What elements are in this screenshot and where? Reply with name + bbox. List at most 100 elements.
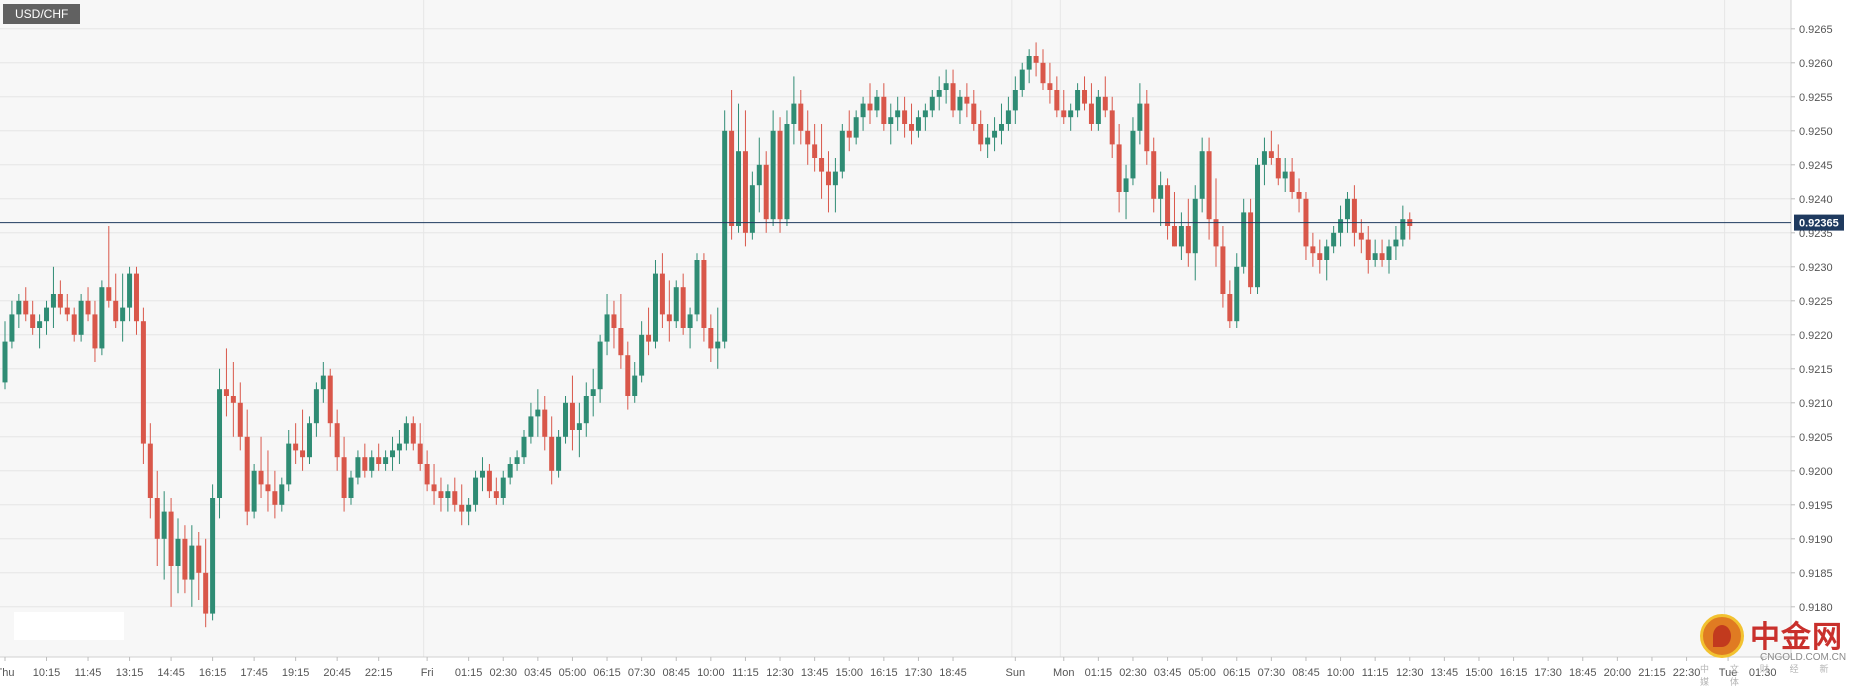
candle (1372, 239, 1378, 267)
candle-body (154, 498, 160, 539)
candle (1268, 130, 1274, 165)
x-tick-label: 13:45 (1431, 667, 1459, 679)
candle-body (749, 185, 755, 233)
candle-body (521, 436, 527, 458)
candle-body (1144, 103, 1150, 152)
candle (936, 76, 942, 111)
candle (1047, 62, 1053, 104)
symbol-label: USD/CHF (3, 4, 81, 24)
candle (1282, 158, 1288, 192)
candle (493, 477, 499, 505)
x-tick-label: 02:30 (1119, 667, 1147, 679)
x-tick-label: 02:30 (489, 667, 517, 679)
candle-body (514, 457, 520, 464)
candle (1095, 90, 1101, 131)
y-tick-label: 0.9215 (1799, 364, 1833, 376)
x-tick-label: 01:30 (1749, 667, 1777, 679)
candle-body (1296, 192, 1302, 199)
candle (708, 314, 714, 362)
candle-body (1054, 90, 1060, 111)
candle-body (334, 423, 340, 458)
x-tick-label: 07:30 (628, 667, 656, 679)
candle (666, 280, 672, 342)
candle (1040, 49, 1046, 90)
candle-body (701, 260, 707, 328)
candle (881, 83, 887, 131)
candle-body (542, 409, 548, 437)
candle (1365, 226, 1371, 274)
candle (701, 253, 707, 342)
candle-body (985, 137, 991, 145)
candle (320, 362, 326, 403)
candle-body (85, 300, 91, 315)
candle (922, 103, 928, 131)
candle (78, 294, 84, 342)
candle (1192, 185, 1198, 281)
x-tick-label: 06:15 (1223, 667, 1251, 679)
candle (770, 110, 776, 226)
x-tick-label: Fri (421, 667, 434, 679)
y-tick-label: 0.9210 (1799, 398, 1833, 410)
x-tick-label: 10:00 (1327, 667, 1355, 679)
candle (763, 151, 769, 233)
candle (272, 470, 278, 519)
x-tick-label: 03:45 (1154, 667, 1182, 679)
candle (1358, 219, 1364, 254)
candle-body (825, 171, 831, 186)
candle-body (106, 287, 112, 301)
candle (203, 538, 209, 628)
cngold-logo-icon (1700, 614, 1744, 658)
candle (777, 117, 783, 233)
x-tick-label: Mon (1053, 667, 1074, 679)
candle-body (729, 130, 735, 226)
candle-body (210, 498, 216, 614)
candle-body (279, 484, 285, 505)
candle-body (742, 151, 748, 233)
candle-body (1199, 151, 1205, 199)
candle (888, 103, 894, 145)
candle (1109, 96, 1115, 158)
candle (805, 110, 811, 165)
candle (334, 409, 340, 471)
candle (486, 464, 492, 498)
x-tick-label: 01:15 (455, 667, 483, 679)
candle-body (1075, 90, 1081, 111)
candle-body (1317, 253, 1323, 260)
candle (1116, 124, 1122, 213)
candle-body (92, 314, 98, 349)
candle-body (680, 287, 686, 328)
candle (549, 416, 555, 485)
chart-plot-area (0, 0, 1791, 657)
candle (597, 334, 603, 403)
candle-body (1137, 103, 1143, 131)
candle-body (196, 545, 202, 573)
candle-body (230, 396, 236, 403)
cngold-watermark: 中金网 CNGOLD.COM.CN 中 文 财 经 新 媒 体 (1700, 612, 1850, 688)
candle-body (798, 103, 804, 131)
candle-body (341, 457, 347, 498)
candle-body (1338, 219, 1344, 233)
candle (293, 423, 299, 464)
candle-body (486, 470, 492, 492)
candle-body (666, 314, 672, 322)
candle-body (998, 124, 1004, 131)
watermark-url: CNGOLD.COM.CN (1760, 652, 1847, 663)
candle-body (182, 538, 188, 580)
candle-body (888, 117, 894, 124)
candle (687, 307, 693, 349)
candle (466, 498, 472, 526)
candle (30, 300, 36, 335)
candle-body (881, 96, 887, 124)
candle (632, 362, 638, 403)
candle-body (251, 470, 257, 512)
candle-body (964, 96, 970, 104)
candle (161, 491, 167, 580)
candle (839, 124, 845, 179)
candle-body (1130, 130, 1136, 179)
y-tick-label: 0.9235 (1799, 228, 1833, 240)
candle (50, 266, 56, 328)
candle-body (1324, 246, 1330, 260)
x-tick-label: 17:30 (1534, 667, 1562, 679)
candle (182, 525, 188, 594)
